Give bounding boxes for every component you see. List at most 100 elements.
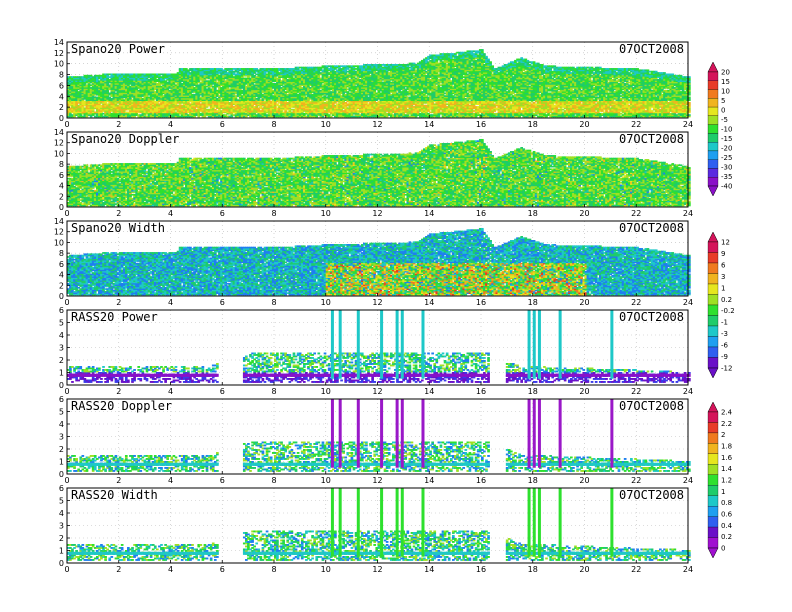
heatmap-cell <box>189 74 192 77</box>
heatmap-cell <box>180 114 184 116</box>
heatmap-cell <box>83 114 87 116</box>
heatmap-cell <box>180 100 184 103</box>
heatmap-cell <box>164 104 167 107</box>
heatmap-cell <box>145 87 149 89</box>
heatmap-cell <box>89 115 93 118</box>
heatmap-cell <box>100 115 103 118</box>
heatmap-cell <box>110 92 114 95</box>
heatmap-cell <box>85 106 89 108</box>
heatmap-cell <box>166 110 170 112</box>
heatmap-cell <box>75 77 78 80</box>
heatmap-cell <box>153 107 157 110</box>
heatmap-cell <box>158 96 161 99</box>
heatmap-cell <box>116 92 120 95</box>
heatmap-cell <box>81 101 85 104</box>
heatmap-cell <box>178 80 182 83</box>
heatmap-cell <box>176 80 180 83</box>
heatmap-cell <box>147 85 151 88</box>
heatmap-cell <box>131 77 134 80</box>
heatmap-cell <box>133 88 136 91</box>
heatmap-cell <box>162 85 165 88</box>
heatmap-cell <box>162 114 165 116</box>
heatmap-cell <box>131 110 134 112</box>
heatmap-cell <box>89 95 93 97</box>
heatmap-cell <box>104 106 107 108</box>
heatmap-cell <box>108 115 112 118</box>
heatmap-cell <box>137 114 141 116</box>
heatmap-cell <box>147 112 151 115</box>
heatmap-cell <box>182 92 186 95</box>
heatmap-cell <box>168 104 172 107</box>
heatmap-cell <box>191 100 194 103</box>
heatmap-cell <box>156 92 159 95</box>
heatmap-cell <box>131 92 134 95</box>
heatmap-cell <box>141 95 145 97</box>
heatmap-cell <box>106 87 109 89</box>
heatmap-cell <box>166 78 170 81</box>
heatmap-cell <box>166 81 170 84</box>
heatmap-cell <box>180 70 184 73</box>
heatmap-cell <box>149 84 153 87</box>
heatmap-cell <box>131 114 134 116</box>
heatmap-cell <box>153 95 157 97</box>
heatmap-cell <box>147 80 151 83</box>
heatmap-cell <box>108 92 112 95</box>
heatmap-cell <box>89 76 93 78</box>
heatmap-cell <box>118 91 122 93</box>
heatmap-cell <box>145 96 149 99</box>
heatmap-cell <box>112 112 116 115</box>
heatmap-cell <box>73 80 76 83</box>
heatmap-cell <box>182 91 186 93</box>
heatmap-cell <box>114 78 118 81</box>
heatmap-cell <box>129 87 132 89</box>
heatmap-cell <box>149 101 153 104</box>
heatmap-cell <box>162 89 165 92</box>
heatmap-cell <box>89 92 93 95</box>
heatmap-cell <box>95 87 99 89</box>
heatmap-cell <box>129 82 132 85</box>
heatmap-cell <box>166 74 170 77</box>
heatmap-cell <box>89 111 93 114</box>
heatmap-cell <box>182 97 186 100</box>
heatmap-cell <box>67 77 70 80</box>
heatmap-cell <box>79 114 83 116</box>
heatmap-cell <box>79 87 83 89</box>
heatmap-cell <box>160 100 163 103</box>
heatmap-cell <box>102 77 105 80</box>
heatmap-cell <box>135 96 138 99</box>
heatmap-cell <box>176 91 180 93</box>
heatmap-cell <box>170 99 174 102</box>
heatmap-cell <box>108 108 112 111</box>
heatmap-cell <box>104 89 107 92</box>
heatmap-cell <box>91 93 95 96</box>
heatmap-cell <box>147 89 151 92</box>
heatmap-cell <box>176 97 180 100</box>
heatmap-cell <box>110 73 114 76</box>
heatmap-cell <box>176 82 180 85</box>
heatmap-cell <box>124 88 128 91</box>
heatmap-cell <box>184 76 188 78</box>
heatmap-cell <box>95 78 99 81</box>
heatmap-cell <box>79 85 83 88</box>
heatmap-cell <box>67 104 70 107</box>
heatmap-cell <box>139 104 143 107</box>
heatmap-cell <box>178 87 182 89</box>
heatmap-cell <box>168 112 172 115</box>
heatmap-cell <box>135 92 138 95</box>
heatmap-cell <box>145 81 149 84</box>
heatmap-cell <box>172 100 176 103</box>
heatmap-cell <box>149 99 153 102</box>
heatmap-cell <box>176 110 180 112</box>
heatmap-cell <box>158 80 161 83</box>
heatmap-cell <box>112 74 116 77</box>
heatmap-cell <box>79 77 83 80</box>
heatmap-cell <box>135 84 138 87</box>
heatmap-cell <box>166 91 170 93</box>
heatmap-cell <box>124 91 128 93</box>
heatmap-cell <box>69 108 72 111</box>
heatmap-cell <box>182 112 186 115</box>
heatmap-cell <box>158 74 161 77</box>
heatmap-cell <box>135 81 138 84</box>
heatmap-cell <box>124 112 128 115</box>
heatmap-cell <box>71 114 74 116</box>
